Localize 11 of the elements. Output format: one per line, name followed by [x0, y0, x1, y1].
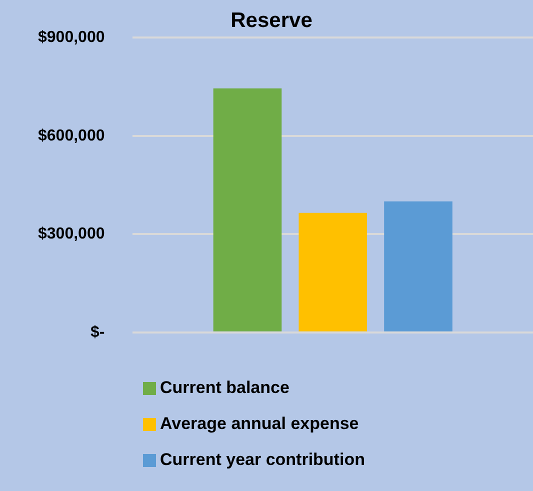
- legend-label: Average annual expense: [160, 414, 359, 434]
- y-tick-label: $600,000: [38, 127, 105, 144]
- bar: [298, 212, 368, 332]
- bar: [384, 201, 452, 332]
- y-tick-label: $300,000: [38, 226, 105, 243]
- y-tick-label: $-: [90, 324, 105, 341]
- legend-label: Current year contribution: [160, 450, 365, 470]
- bar: [213, 88, 282, 332]
- chart-title: Reserve: [230, 8, 312, 32]
- legend-label: Current balance: [160, 378, 290, 398]
- y-tick-label: $900,000: [38, 29, 105, 46]
